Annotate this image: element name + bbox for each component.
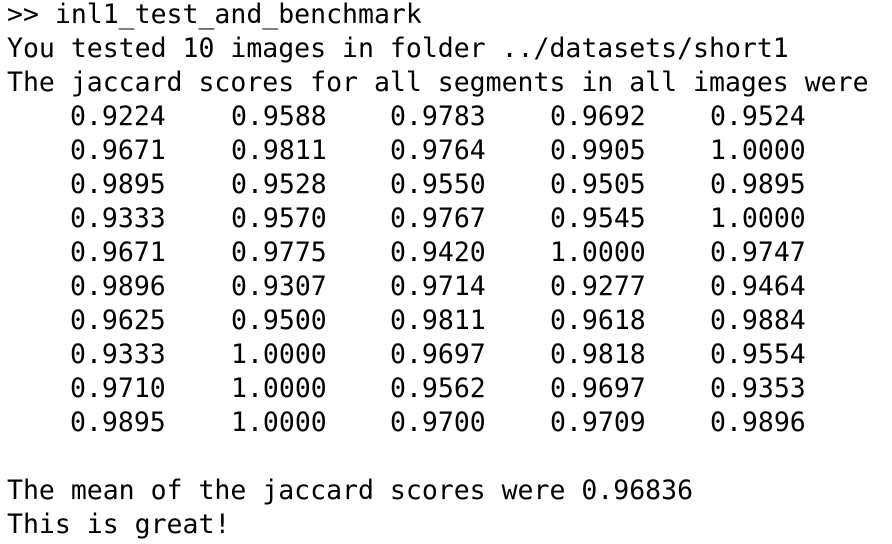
scores-header-line: The jaccard scores for all segments in a… <box>7 67 869 98</box>
info-line: You tested 10 images in folder ../datase… <box>7 33 789 64</box>
score-cell: 0.9464 <box>710 271 806 302</box>
score-cell: 0.9528 <box>231 169 327 200</box>
mean-score-line: The mean of the jaccard scores were 0.96… <box>7 475 694 506</box>
score-cell: 0.9811 <box>390 305 486 336</box>
score-cell: 0.9625 <box>70 305 166 336</box>
score-cell: 0.9550 <box>390 169 486 200</box>
score-cell: 1.0000 <box>231 407 327 438</box>
score-cell: 1.0000 <box>710 135 806 166</box>
score-cell: 0.9562 <box>390 373 486 404</box>
score-cell: 0.9896 <box>710 407 806 438</box>
score-cell: 0.9783 <box>390 101 486 132</box>
score-cell: 1.0000 <box>231 339 327 370</box>
score-cell: 0.9895 <box>710 169 806 200</box>
score-cell: 0.9895 <box>70 169 166 200</box>
score-cell: 0.9671 <box>70 237 166 268</box>
score-cell: 0.9545 <box>550 203 646 234</box>
score-cell: 0.9775 <box>231 237 327 268</box>
score-cell: 0.9905 <box>550 135 646 166</box>
score-cell: 0.9671 <box>70 135 166 166</box>
score-cell: 0.9277 <box>550 271 646 302</box>
score-row: 0.9710 1.0000 0.9562 0.9697 0.9353 <box>0 372 892 406</box>
score-cell: 0.9570 <box>231 203 327 234</box>
score-cell: 0.9710 <box>70 373 166 404</box>
score-row: 0.9224 0.9588 0.9783 0.9692 0.9524 <box>0 100 892 134</box>
score-cell: 1.0000 <box>550 237 646 268</box>
score-cell: 0.9505 <box>550 169 646 200</box>
score-row: 0.9895 1.0000 0.9700 0.9709 0.9896 <box>0 406 892 440</box>
score-cell: 1.0000 <box>710 203 806 234</box>
score-cell: 0.9714 <box>390 271 486 302</box>
score-cell: 0.9764 <box>390 135 486 166</box>
score-cell: 0.9895 <box>70 407 166 438</box>
score-cell: 0.9420 <box>390 237 486 268</box>
score-row: 0.9333 0.9570 0.9767 0.9545 1.0000 <box>0 202 892 236</box>
score-row: 0.9625 0.9500 0.9811 0.9618 0.9884 <box>0 304 892 338</box>
command-line: >> inl1_test_and_benchmark <box>7 0 422 30</box>
score-cell: 0.9333 <box>70 339 166 370</box>
score-cell: 0.9554 <box>710 339 806 370</box>
score-cell: 0.9618 <box>550 305 646 336</box>
score-cell: 0.9747 <box>710 237 806 268</box>
score-cell: 0.9692 <box>550 101 646 132</box>
score-cell: 0.9896 <box>70 271 166 302</box>
verdict-line: This is great! <box>7 509 231 540</box>
score-row: 0.9896 0.9307 0.9714 0.9277 0.9464 <box>0 270 892 304</box>
score-cell: 0.9884 <box>710 305 806 336</box>
score-cell: 0.9353 <box>710 373 806 404</box>
score-cell: 0.9524 <box>710 101 806 132</box>
score-cell: 0.9697 <box>550 373 646 404</box>
score-row: 0.9671 0.9775 0.9420 1.0000 0.9747 <box>0 236 892 270</box>
score-cell: 0.9818 <box>550 339 646 370</box>
score-cell: 0.9709 <box>550 407 646 438</box>
score-cell: 0.9811 <box>231 135 327 166</box>
score-cell: 0.9588 <box>231 101 327 132</box>
score-cell: 0.9697 <box>390 339 486 370</box>
score-cell: 0.9500 <box>231 305 327 336</box>
score-cell: 1.0000 <box>231 373 327 404</box>
score-cell: 0.9307 <box>231 271 327 302</box>
score-cell: 0.9767 <box>390 203 486 234</box>
score-cell: 0.9700 <box>390 407 486 438</box>
score-row: 0.9671 0.9811 0.9764 0.9905 1.0000 <box>0 134 892 168</box>
scores-table: 0.9224 0.9588 0.9783 0.9692 0.9524 0.967… <box>0 100 892 440</box>
score-cell: 0.9333 <box>70 203 166 234</box>
score-row: 0.9333 1.0000 0.9697 0.9818 0.9554 <box>0 338 892 372</box>
score-row: 0.9895 0.9528 0.9550 0.9505 0.9895 <box>0 168 892 202</box>
score-cell: 0.9224 <box>70 101 166 132</box>
